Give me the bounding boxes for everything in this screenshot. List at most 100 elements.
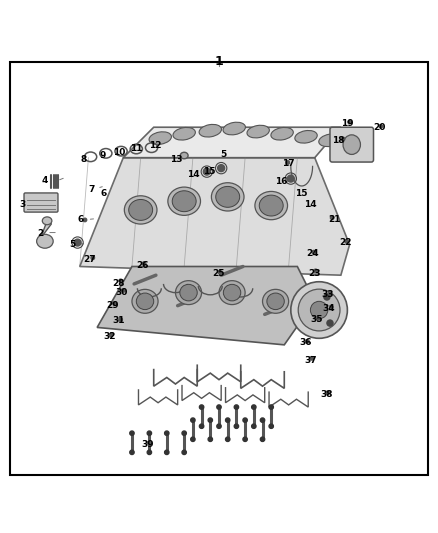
Text: 25: 25	[212, 269, 224, 278]
Text: 6: 6	[101, 189, 107, 198]
Circle shape	[218, 270, 222, 274]
Circle shape	[165, 431, 169, 435]
Circle shape	[341, 137, 345, 141]
Text: 19: 19	[342, 119, 354, 128]
Circle shape	[119, 318, 122, 321]
Ellipse shape	[180, 152, 188, 159]
Circle shape	[199, 405, 204, 409]
Text: 30: 30	[116, 288, 128, 297]
Circle shape	[199, 424, 204, 429]
Circle shape	[291, 282, 347, 338]
Text: 20: 20	[373, 123, 385, 132]
Circle shape	[326, 391, 329, 394]
Circle shape	[148, 441, 151, 445]
Ellipse shape	[319, 134, 341, 147]
Ellipse shape	[37, 235, 53, 248]
Ellipse shape	[219, 281, 245, 304]
Text: 37: 37	[304, 356, 317, 365]
Circle shape	[218, 166, 222, 169]
Circle shape	[83, 218, 87, 222]
Circle shape	[328, 292, 332, 295]
Circle shape	[311, 301, 328, 319]
Circle shape	[287, 177, 290, 181]
Text: 22: 22	[339, 238, 351, 247]
Text: 15: 15	[203, 167, 215, 176]
Ellipse shape	[223, 284, 241, 301]
Circle shape	[74, 239, 81, 246]
Text: 5: 5	[220, 150, 226, 159]
Circle shape	[314, 269, 318, 272]
Circle shape	[324, 294, 330, 300]
Text: 38: 38	[321, 390, 333, 399]
Text: 29: 29	[106, 301, 119, 310]
Ellipse shape	[216, 187, 240, 207]
Circle shape	[287, 175, 294, 182]
Circle shape	[298, 289, 340, 331]
Text: 11: 11	[130, 144, 142, 154]
Circle shape	[142, 262, 146, 265]
Text: 35: 35	[311, 315, 323, 324]
Ellipse shape	[199, 124, 222, 137]
Circle shape	[312, 251, 316, 254]
Circle shape	[234, 405, 239, 409]
Ellipse shape	[247, 125, 269, 138]
Text: 14: 14	[187, 169, 199, 179]
Text: 15: 15	[296, 189, 308, 198]
Ellipse shape	[343, 135, 360, 155]
PathPatch shape	[97, 266, 315, 345]
Text: 1: 1	[215, 55, 223, 68]
Circle shape	[226, 418, 230, 422]
Circle shape	[252, 424, 256, 429]
Text: 24: 24	[306, 249, 318, 258]
Circle shape	[76, 241, 79, 245]
PathPatch shape	[41, 221, 51, 238]
Circle shape	[330, 216, 334, 220]
Circle shape	[345, 239, 348, 243]
Circle shape	[317, 317, 320, 320]
Text: 6: 6	[78, 215, 84, 224]
Circle shape	[204, 171, 208, 174]
FancyBboxPatch shape	[24, 193, 58, 212]
Ellipse shape	[255, 191, 288, 220]
Circle shape	[91, 256, 95, 260]
Text: 17: 17	[283, 159, 295, 168]
Circle shape	[147, 450, 152, 455]
PathPatch shape	[80, 158, 350, 275]
Circle shape	[130, 431, 134, 435]
Ellipse shape	[271, 127, 293, 140]
Text: 31: 31	[113, 317, 125, 326]
Circle shape	[243, 418, 247, 422]
Text: 5: 5	[69, 240, 75, 249]
Circle shape	[119, 279, 122, 282]
Text: 3: 3	[19, 200, 25, 209]
Ellipse shape	[168, 187, 201, 215]
Text: 36: 36	[300, 338, 312, 347]
Text: 34: 34	[323, 304, 336, 313]
Ellipse shape	[180, 284, 197, 301]
Text: 7: 7	[88, 185, 95, 194]
Circle shape	[348, 120, 351, 124]
Ellipse shape	[172, 191, 196, 212]
Text: 18: 18	[332, 136, 345, 145]
Text: 26: 26	[137, 261, 149, 270]
Circle shape	[252, 405, 256, 409]
Ellipse shape	[262, 289, 289, 313]
Ellipse shape	[149, 132, 171, 144]
Circle shape	[113, 302, 116, 305]
Circle shape	[286, 161, 290, 164]
Circle shape	[208, 437, 212, 441]
Circle shape	[203, 168, 210, 175]
Text: 21: 21	[328, 215, 341, 224]
Circle shape	[110, 333, 113, 336]
Circle shape	[327, 320, 333, 326]
Circle shape	[217, 405, 221, 409]
Circle shape	[243, 437, 247, 441]
Ellipse shape	[173, 127, 195, 140]
Ellipse shape	[295, 131, 317, 143]
Circle shape	[182, 431, 186, 435]
Ellipse shape	[176, 281, 201, 304]
Ellipse shape	[42, 217, 52, 225]
Ellipse shape	[132, 289, 158, 313]
Circle shape	[306, 340, 309, 343]
Circle shape	[217, 424, 221, 429]
